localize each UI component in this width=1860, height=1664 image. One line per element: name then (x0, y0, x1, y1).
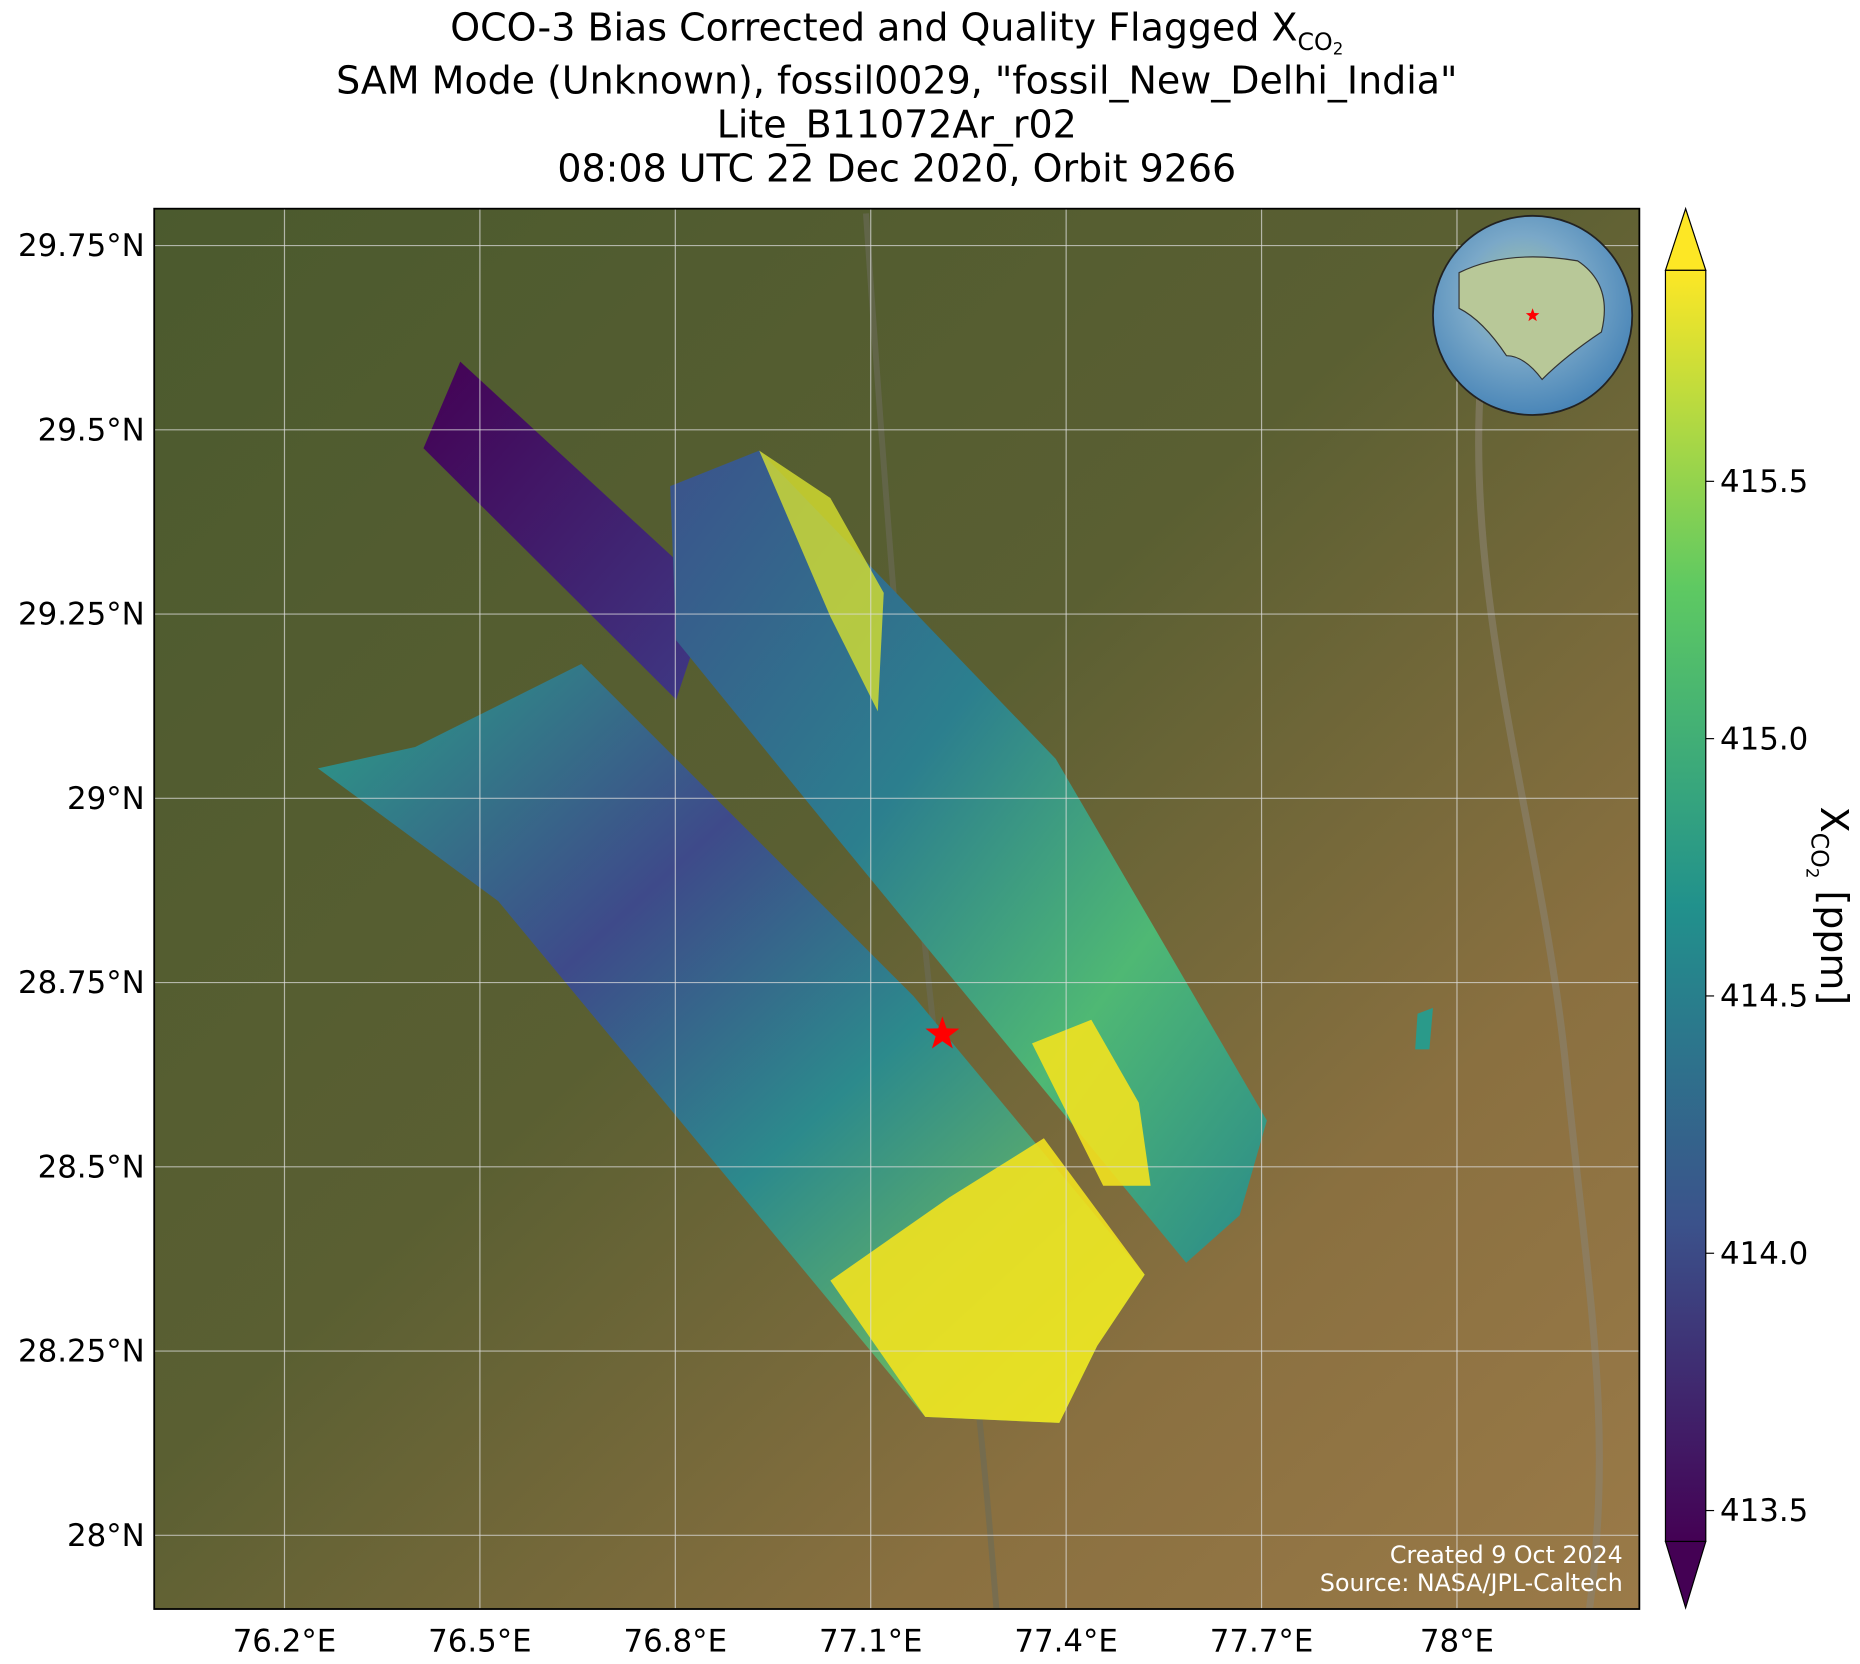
colorbar-label-unit: [ppm] (1812, 878, 1856, 1005)
river (1475, 355, 1603, 1610)
y-tick-label: 29°N (67, 781, 145, 817)
colorbar-extend-bottom (1664, 1540, 1707, 1610)
x-tick-label: 77.1°E (819, 1624, 923, 1660)
y-tick-label: 29.25°N (18, 597, 145, 633)
grid (154, 208, 1640, 1610)
colorbar-label-sub: CO (1805, 833, 1833, 868)
title-subsubscript: 2 (1333, 40, 1344, 59)
colorbar-tick-label: 414.5 (1720, 979, 1808, 1015)
x-tick-label: 76.2°E (233, 1624, 337, 1660)
y-tick-label: 28.75°N (18, 965, 145, 1001)
swath-patch (1415, 1007, 1433, 1050)
y-tick-label: 28.25°N (18, 1334, 145, 1370)
title-text: OCO-3 Bias Corrected and Quality Flagged… (450, 5, 1297, 49)
y-tick-label: 28°N (67, 1518, 145, 1554)
colorbar-extend-top (1664, 206, 1707, 271)
colorbar-tick-label: 415.5 (1720, 464, 1808, 500)
colorbar-label-subsub: 2 (1803, 868, 1822, 879)
chart-title: OCO-3 Bias Corrected and Quality Flagged… (450, 5, 1343, 58)
x-tick-label: 78°E (1420, 1624, 1494, 1660)
colorbar (1664, 269, 1707, 1543)
map-frame (153, 207, 1641, 1610)
swath-patch (1032, 1019, 1151, 1186)
title-subscript: CO (1298, 28, 1333, 56)
x-tick-label: 76.8°E (624, 1624, 728, 1660)
swath (423, 361, 712, 700)
chart-subtitle: SAM Mode (Unknown), fossil0029, "fossil_… (336, 59, 1457, 103)
colorbar-tick-label: 413.5 (1720, 1493, 1808, 1529)
credit: Source: NASA/JPL-Caltech (1320, 1569, 1623, 1597)
y-tick-label: 28.5°N (38, 1149, 145, 1185)
colorbar-tick-label: 415.0 (1720, 721, 1808, 757)
x-tick-label: 77.7°E (1210, 1624, 1314, 1660)
y-tick-label: 29.5°N (38, 412, 145, 448)
credit: Created 9 Oct 2024 (1390, 1541, 1623, 1569)
chart-subtitle: Lite_B11072Ar_r02 (717, 103, 1077, 147)
y-tick-label: 29.75°N (18, 228, 145, 264)
x-tick-label: 76.5°E (428, 1624, 532, 1660)
chart-subtitle: 08:08 UTC 22 Dec 2020, Orbit 9266 (557, 146, 1236, 190)
inset-star (1525, 308, 1540, 322)
x-tick-label: 77.4°E (1014, 1624, 1118, 1660)
target-star (925, 1016, 960, 1049)
swath (670, 450, 1267, 1263)
colorbar-label-text: X (1812, 807, 1856, 833)
colorbar-label: XCO2 [ppm] (1803, 807, 1856, 1006)
colorbar-tick-label: 414.0 (1720, 1236, 1808, 1272)
main: OCO-3 Bias Corrected and Quality Flagged… (18, 5, 1856, 1659)
swath-patch (759, 450, 884, 712)
